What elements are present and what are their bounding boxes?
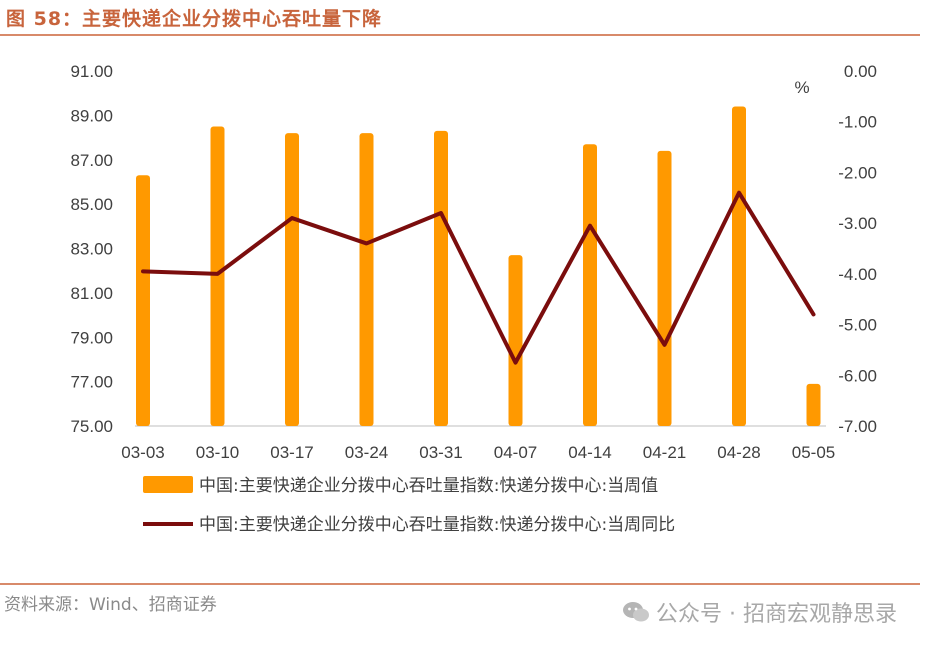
x-tick-label: 03-10 bbox=[196, 443, 239, 462]
bar bbox=[359, 133, 374, 426]
bar bbox=[657, 150, 672, 426]
left-tick-label: 91.00 bbox=[70, 62, 113, 81]
right-tick-label: -5.00 bbox=[838, 316, 877, 335]
bar bbox=[434, 130, 448, 426]
bar bbox=[508, 255, 523, 426]
x-tick-label: 04-07 bbox=[494, 443, 537, 462]
right-axis: 0.00 -1.00 -2.00 -3.00 -4.00 -5.00 -6.00 -7.00 bbox=[838, 62, 877, 436]
x-tick-label: 05-05 bbox=[792, 443, 835, 462]
left-tick-label: 87.00 bbox=[70, 151, 113, 170]
right-tick-label: -3.00 bbox=[838, 214, 877, 233]
line-series bbox=[141, 190, 816, 365]
left-tick-label: 85.00 bbox=[70, 195, 113, 214]
bar bbox=[210, 126, 225, 426]
x-tick-label: 04-28 bbox=[717, 443, 760, 462]
x-tick-label: 04-14 bbox=[568, 443, 611, 462]
legend-swatch-bar bbox=[143, 476, 193, 493]
x-tick-label: 03-17 bbox=[270, 443, 313, 462]
chart: 91.00 89.00 87.00 85.00 83.00 81.00 79.00 77.00… bbox=[70, 62, 877, 535]
bar bbox=[136, 175, 150, 426]
x-tick-label: 03-31 bbox=[419, 443, 462, 462]
bar bbox=[732, 106, 746, 426]
left-tick-label: 75.00 bbox=[70, 417, 113, 436]
right-tick-label: -4.00 bbox=[838, 265, 877, 284]
figure-title: 图 58：主要快递企业分拨中心吞吐量下降 bbox=[6, 8, 383, 30]
left-tick-label: 77.00 bbox=[70, 373, 113, 392]
x-tick-label: 04-21 bbox=[643, 443, 686, 462]
wechat-icon bbox=[623, 602, 650, 622]
source-rule bbox=[0, 583, 920, 585]
right-tick-label: -6.00 bbox=[838, 366, 877, 385]
bar-series bbox=[136, 106, 821, 426]
bar bbox=[806, 383, 821, 426]
watermark: 公众号 · 招商宏观静思录 bbox=[622, 596, 897, 628]
source-note: 资料来源：Wind、招商证券 bbox=[4, 595, 217, 615]
left-tick-label: 89.00 bbox=[70, 106, 113, 125]
right-tick-label: -7.00 bbox=[838, 417, 877, 436]
right-tick-label: -2.00 bbox=[838, 163, 877, 182]
bar bbox=[285, 133, 299, 426]
x-tick-label: 03-24 bbox=[345, 443, 388, 462]
left-tick-label: 79.00 bbox=[70, 328, 113, 347]
x-tick-label: 03-03 bbox=[121, 443, 164, 462]
legend-label-bar: 中国:主要快递企业分拨中心吞吐量指数:快递分拨中心:当周值 bbox=[199, 476, 658, 496]
right-tick-label: 0.00 bbox=[844, 62, 877, 81]
right-axis-label: % bbox=[794, 78, 809, 97]
left-axis: 91.00 89.00 87.00 85.00 83.00 81.00 79.00 77.00… bbox=[70, 62, 113, 436]
legend: 中国:主要快递企业分拨中心吞吐量指数:快递分拨中心:当周值 中国:主要快递企业分… bbox=[143, 476, 675, 535]
bar bbox=[583, 144, 597, 426]
title-rule bbox=[0, 34, 920, 36]
left-tick-label: 83.00 bbox=[70, 240, 113, 259]
right-tick-label: -1.00 bbox=[838, 113, 877, 132]
x-axis: 03-03 03-10 03-17 03-24 03-31 04-07 04-14 04-21… bbox=[121, 443, 835, 462]
watermark-text: 公众号 · 招商宏观静思录 bbox=[656, 602, 897, 627]
legend-label-line: 中国:主要快递企业分拨中心吞吐量指数:快递分拨中心:当周同比 bbox=[199, 515, 675, 535]
left-tick-label: 81.00 bbox=[70, 284, 113, 303]
